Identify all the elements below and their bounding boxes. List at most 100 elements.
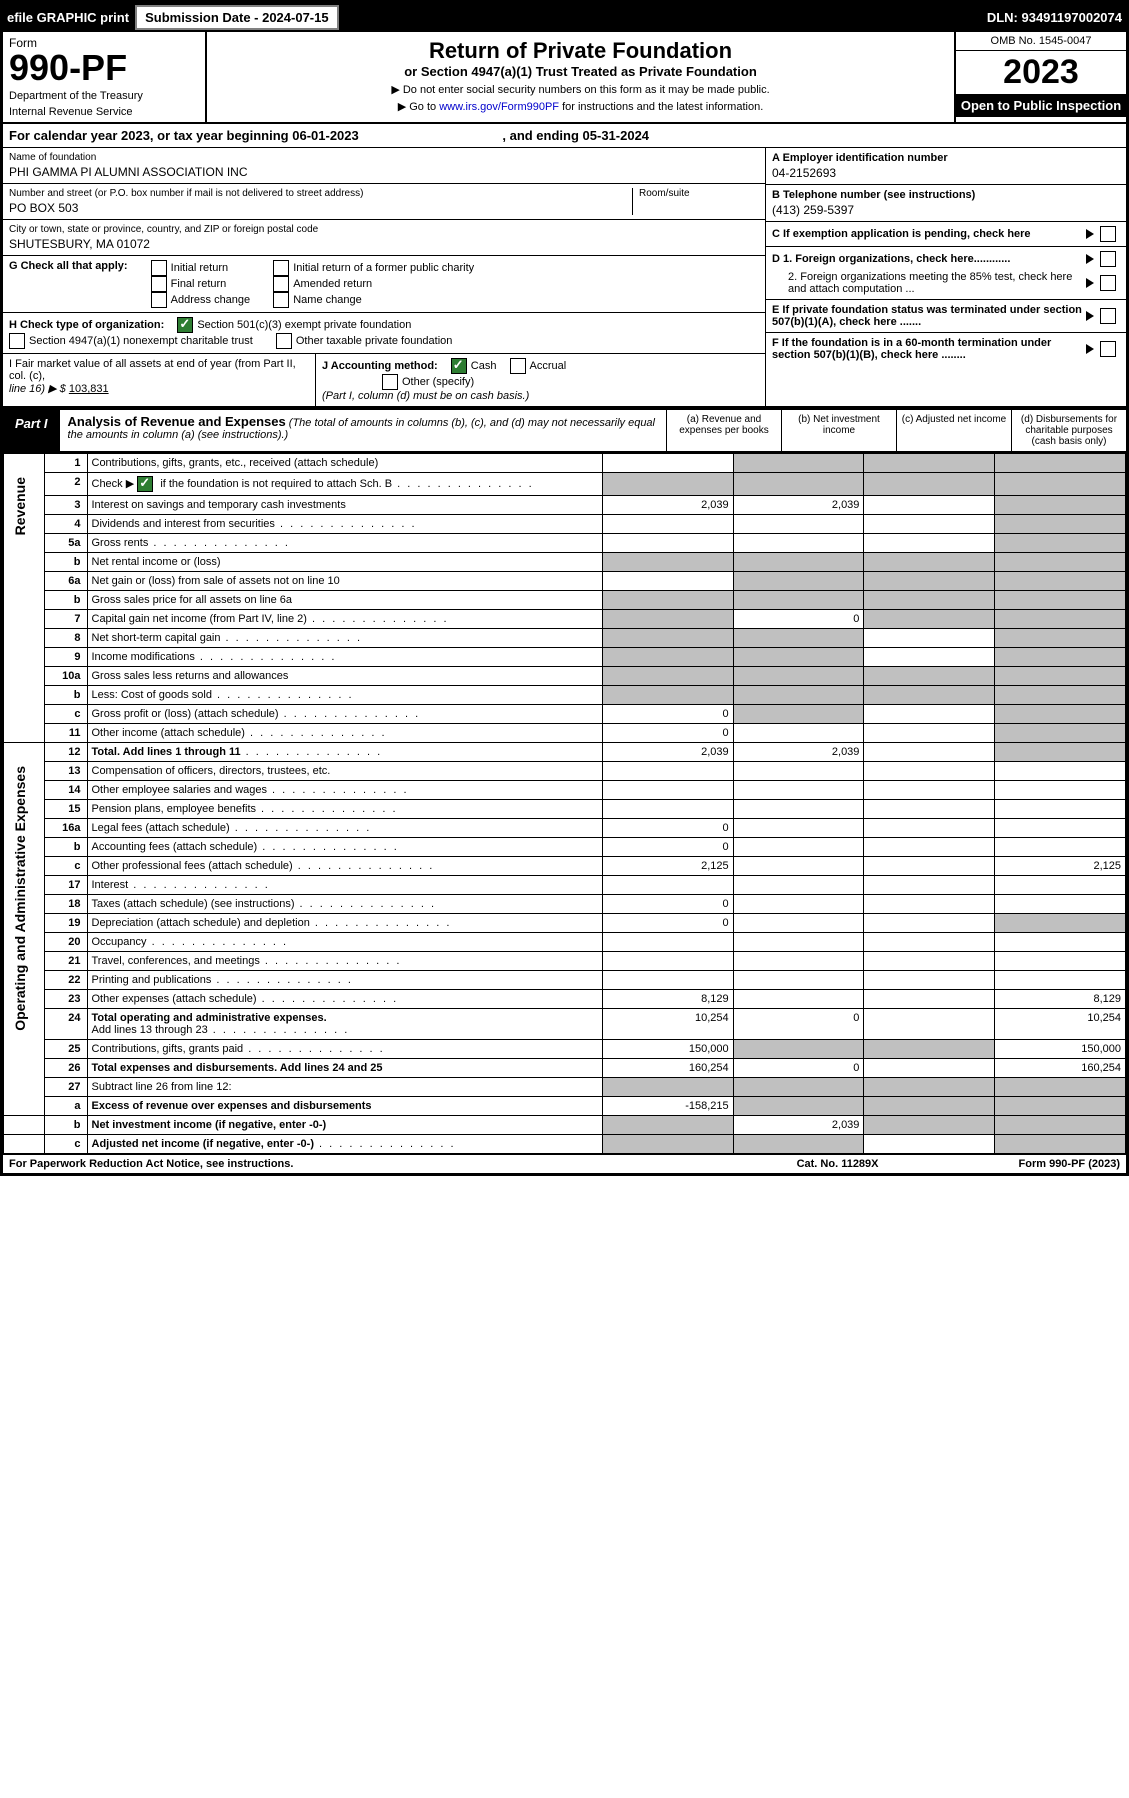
arrow-icon bbox=[1086, 278, 1094, 288]
topbar: efile GRAPHIC print Submission Date - 20… bbox=[3, 3, 1126, 32]
col-b: (b) Net investment income bbox=[781, 410, 896, 451]
r22-num: 22 bbox=[44, 971, 87, 990]
j-cash: Cash bbox=[471, 360, 497, 372]
r27c-num: c bbox=[44, 1135, 87, 1154]
r10a-desc: Gross sales less returns and allowances bbox=[87, 667, 602, 686]
r16a-desc: Legal fees (attach schedule) bbox=[87, 819, 602, 838]
r12-a: 2,039 bbox=[602, 743, 733, 762]
open-inspection: Open to Public Inspection bbox=[956, 94, 1126, 117]
r18-num: 18 bbox=[44, 895, 87, 914]
tel-label: B Telephone number (see instructions) bbox=[772, 189, 975, 201]
chk-cash[interactable] bbox=[451, 358, 467, 374]
chk-c[interactable] bbox=[1100, 226, 1116, 242]
r27a-a: -158,215 bbox=[602, 1097, 733, 1116]
r27c-desc: Adjusted net income (if negative, enter … bbox=[92, 1138, 314, 1150]
r21-num: 21 bbox=[44, 952, 87, 971]
r13-num: 13 bbox=[44, 762, 87, 781]
r1-desc: Contributions, gifts, grants, etc., rece… bbox=[87, 454, 602, 473]
r24-desc: Total operating and administrative expen… bbox=[92, 1012, 327, 1024]
r11-num: 11 bbox=[44, 724, 87, 743]
r24-b: 0 bbox=[733, 1009, 864, 1040]
r27-desc: Subtract line 26 from line 12: bbox=[87, 1078, 602, 1097]
r26-a: 160,254 bbox=[602, 1059, 733, 1078]
r4-desc: Dividends and interest from securities bbox=[87, 515, 602, 534]
r27b-num: b bbox=[44, 1116, 87, 1135]
room-label: Room/suite bbox=[639, 188, 759, 199]
r26-b: 0 bbox=[733, 1059, 864, 1078]
r6a-desc: Net gain or (loss) from sale of assets n… bbox=[87, 572, 602, 591]
chk-amended[interactable] bbox=[273, 276, 289, 292]
g-row: G Check all that apply: Initial return F… bbox=[3, 256, 765, 313]
r3-num: 3 bbox=[44, 496, 87, 515]
h-o1: Section 501(c)(3) exempt private foundat… bbox=[197, 319, 411, 331]
chk-initial-return[interactable] bbox=[151, 260, 167, 276]
r26-num: 26 bbox=[44, 1059, 87, 1078]
chk-other-method[interactable] bbox=[382, 374, 398, 390]
r2-d2: if the foundation is not required to att… bbox=[157, 478, 392, 490]
r23-a: 8,129 bbox=[602, 990, 733, 1009]
g-label: G Check all that apply: bbox=[9, 260, 128, 272]
g-o1: Initial return bbox=[171, 262, 228, 274]
i-label: I Fair market value of all assets at end… bbox=[9, 358, 296, 382]
r12-b: 2,039 bbox=[733, 743, 864, 762]
chk-final-return[interactable] bbox=[151, 276, 167, 292]
form-subtitle: or Section 4947(a)(1) Trust Treated as P… bbox=[217, 64, 944, 79]
g-o6: Name change bbox=[293, 294, 362, 306]
irs-link[interactable]: www.irs.gov/Form990PF bbox=[439, 101, 559, 113]
r25-a: 150,000 bbox=[602, 1040, 733, 1059]
r2-num: 2 bbox=[44, 473, 87, 496]
c-label: C If exemption application is pending, c… bbox=[772, 228, 1086, 240]
r25-d: 150,000 bbox=[995, 1040, 1126, 1059]
chk-initial-former[interactable] bbox=[273, 260, 289, 276]
footer-cat: Cat. No. 11289X bbox=[797, 1158, 879, 1170]
col-c: (c) Adjusted net income bbox=[896, 410, 1011, 451]
r24-d: 10,254 bbox=[995, 1009, 1126, 1040]
chk-accrual[interactable] bbox=[510, 358, 526, 374]
r27a-desc: Excess of revenue over expenses and disb… bbox=[92, 1100, 372, 1112]
r7-num: 7 bbox=[44, 610, 87, 629]
chk-f[interactable] bbox=[1100, 341, 1116, 357]
chk-address-change[interactable] bbox=[151, 292, 167, 308]
r2-desc: Check ▶ if the foundation is not require… bbox=[87, 473, 602, 496]
note-ssn: ▶ Do not enter social security numbers o… bbox=[217, 83, 944, 96]
r3-desc: Interest on savings and temporary cash i… bbox=[87, 496, 602, 515]
r16c-desc: Other professional fees (attach schedule… bbox=[87, 857, 602, 876]
telephone: (413) 259-5397 bbox=[772, 203, 1120, 217]
r17-desc: Interest bbox=[87, 876, 602, 895]
r27b-b: 2,039 bbox=[733, 1116, 864, 1135]
d2-label: 2. Foreign organizations meeting the 85%… bbox=[772, 271, 1086, 295]
r10c-num: c bbox=[44, 705, 87, 724]
submission-date: Submission Date - 2024-07-15 bbox=[135, 5, 339, 30]
r20-num: 20 bbox=[44, 933, 87, 952]
chk-other-tax[interactable] bbox=[276, 333, 292, 349]
r3-a: 2,039 bbox=[602, 496, 733, 515]
address: PO BOX 503 bbox=[9, 201, 632, 215]
form-header: Form 990-PF Department of the Treasury I… bbox=[3, 32, 1126, 124]
i-line: line 16) ▶ $ bbox=[9, 383, 66, 395]
chk-d2[interactable] bbox=[1100, 275, 1116, 291]
arrow-icon bbox=[1086, 229, 1094, 239]
chk-name-change[interactable] bbox=[273, 292, 289, 308]
r20-desc: Occupancy bbox=[87, 933, 602, 952]
chk-d1[interactable] bbox=[1100, 251, 1116, 267]
r16b-a: 0 bbox=[602, 838, 733, 857]
r11-a: 0 bbox=[602, 724, 733, 743]
col-d: (d) Disbursements for charitable purpose… bbox=[1011, 410, 1126, 451]
r14-num: 14 bbox=[44, 781, 87, 800]
chk-4947[interactable] bbox=[9, 333, 25, 349]
chk-e[interactable] bbox=[1100, 308, 1116, 324]
meta-block: Name of foundationPHI GAMMA PI ALUMNI AS… bbox=[3, 148, 1126, 408]
r24-d2: Add lines 13 through 23 bbox=[92, 1024, 350, 1036]
r5b-desc: Net rental income or (loss) bbox=[87, 553, 602, 572]
h-o2: Section 4947(a)(1) nonexempt charitable … bbox=[29, 335, 253, 347]
efile-label: efile GRAPHIC print bbox=[7, 10, 129, 25]
form-title: Return of Private Foundation bbox=[217, 38, 944, 64]
j-other: Other (specify) bbox=[402, 376, 474, 388]
chk-501c3[interactable] bbox=[177, 317, 193, 333]
r14-desc: Other employee salaries and wages bbox=[87, 781, 602, 800]
r5b-num: b bbox=[44, 553, 87, 572]
chk-schb[interactable] bbox=[137, 476, 153, 492]
r8-num: 8 bbox=[44, 629, 87, 648]
r10c-a: 0 bbox=[602, 705, 733, 724]
e-label: E If private foundation status was termi… bbox=[772, 304, 1086, 328]
